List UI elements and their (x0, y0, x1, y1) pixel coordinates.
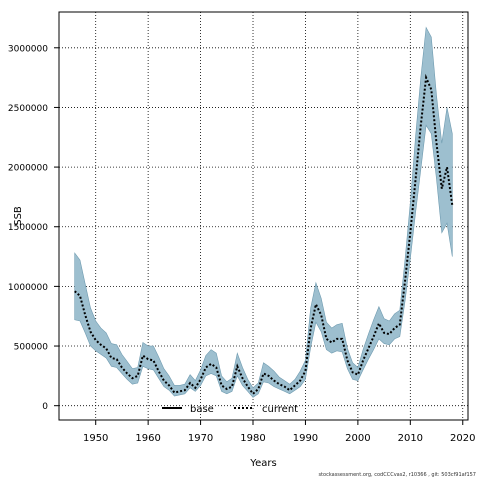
x-axis-label: Years (249, 458, 276, 469)
x-axis: 1950 1960 1970 1980 1990 2000 2010 2020 (83, 420, 475, 444)
footer-credit: stockassessment.org, codCCCvas2, r10366 … (318, 472, 476, 478)
y-tick-label: 3000000 (8, 44, 48, 54)
legend: base current (162, 404, 298, 415)
y-tick-label: 500000 (14, 343, 49, 353)
confidence-band (74, 26, 453, 398)
y-axis-label: SSB (13, 206, 24, 226)
x-tick-label: 1960 (135, 433, 160, 444)
x-tick-label: 2010 (398, 433, 423, 444)
plot-frame (58, 11, 469, 421)
x-tick-label: 1980 (240, 433, 265, 444)
legend-label-base: base (190, 404, 214, 415)
x-tick-label: 1990 (293, 433, 318, 444)
y-tick-label: 2500000 (8, 104, 48, 114)
y-axis: 0 500000 1000000 1500000 2000000 2500000 30000… (8, 44, 59, 412)
y-tick-label: 0 (42, 402, 48, 412)
x-tick-label: 1950 (83, 433, 108, 444)
y-tick-label: 2000000 (8, 164, 48, 174)
y-tick-label: 1500000 (8, 223, 48, 233)
legend-label-current: current (262, 404, 298, 415)
x-tick-label: 2020 (450, 433, 475, 444)
y-tick-label: 1000000 (8, 283, 48, 293)
x-tick-label: 2000 (345, 433, 370, 444)
x-tick-label: 1970 (188, 433, 213, 444)
